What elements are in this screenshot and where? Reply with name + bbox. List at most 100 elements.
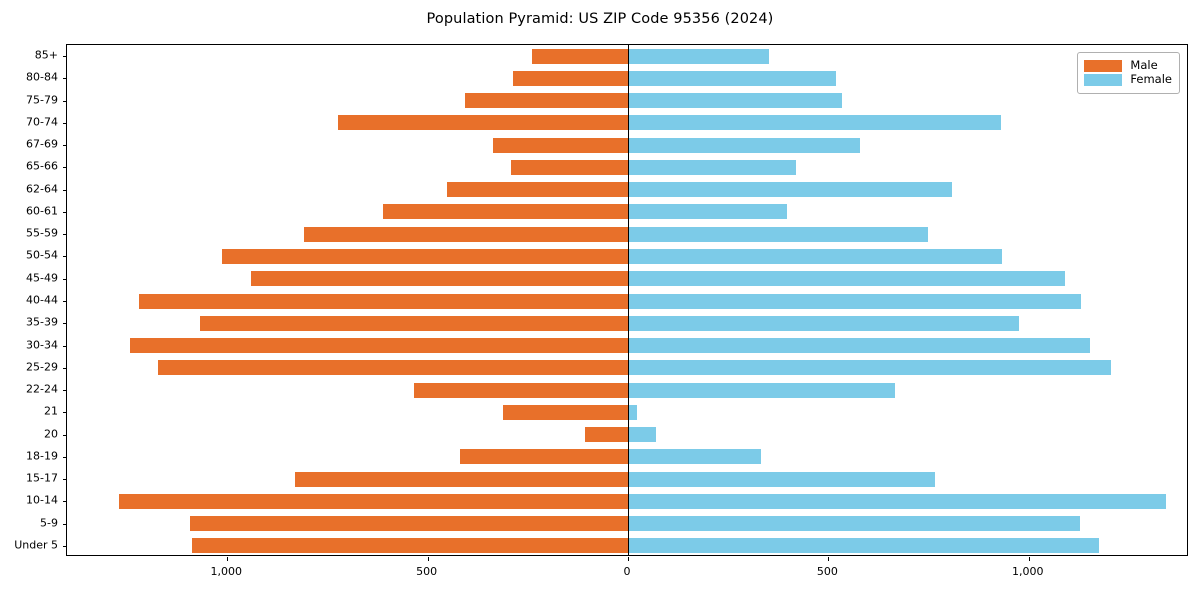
y-tick-label: 15-17 (26, 471, 58, 485)
y-tick-mark (63, 523, 67, 525)
y-tick-label: 5-9 (40, 516, 58, 530)
y-tick-label: Under 5 (14, 538, 58, 552)
bar-male (250, 271, 628, 287)
y-tick-label: 30-34 (26, 338, 58, 352)
legend-item[interactable]: Female (1084, 74, 1172, 86)
y-tick-label: 22-24 (26, 382, 58, 396)
y-tick-label: 40-44 (26, 293, 58, 307)
y-tick-label: 55-59 (26, 226, 58, 240)
bar-female (628, 315, 1020, 331)
bar-male (511, 159, 628, 175)
y-tick-label: 75-79 (26, 93, 58, 107)
y-tick-mark (63, 479, 67, 481)
bar-female (628, 70, 837, 86)
x-tick-label: 1,000 (210, 565, 243, 578)
y-tick-mark (63, 345, 67, 347)
bar-female (628, 137, 861, 153)
bar-male (190, 516, 628, 532)
legend-item[interactable]: Male (1084, 60, 1172, 72)
y-tick-label: 10-14 (26, 493, 58, 507)
y-tick-mark (63, 122, 67, 124)
bar-male (222, 248, 628, 264)
x-tick-label: 500 (416, 565, 438, 578)
y-tick-label: 85+ (34, 48, 58, 62)
y-tick-mark (63, 545, 67, 547)
chart-title: Population Pyramid: US ZIP Code 95356 (2… (426, 11, 774, 27)
y-tick-mark (63, 167, 67, 169)
bar-female (628, 338, 1091, 354)
y-tick-mark (63, 256, 67, 258)
y-tick-label: 70-74 (26, 115, 58, 129)
y-tick-label: 25-29 (26, 360, 58, 374)
bar-female (628, 493, 1166, 509)
bar-female (628, 360, 1112, 376)
legend-swatch-icon (1084, 60, 1123, 72)
bar-male (459, 449, 628, 465)
bar-female (628, 204, 788, 220)
bar-male (295, 471, 628, 487)
y-tick-mark (63, 78, 67, 80)
bar-male (464, 93, 628, 109)
y-tick-label: 80-84 (26, 70, 58, 84)
bar-female (628, 427, 657, 443)
bar-female (628, 449, 762, 465)
bar-male (119, 493, 628, 509)
bar-male (492, 137, 628, 153)
x-tick-mark (828, 557, 830, 561)
x-tick-label: 0 (623, 565, 631, 578)
legend-swatch-icon (1084, 74, 1123, 86)
x-tick-label: 500 (816, 565, 838, 578)
bar-female (628, 516, 1080, 532)
bar-male (200, 315, 628, 331)
legend-label: Female (1130, 72, 1172, 87)
bar-female (628, 293, 1081, 309)
y-tick-mark (63, 412, 67, 414)
bar-female (628, 115, 1002, 131)
y-tick-mark (63, 323, 67, 325)
bar-female (628, 226, 929, 242)
bar-male (337, 115, 628, 131)
bar-male (413, 382, 628, 398)
bar-male (584, 427, 628, 443)
bar-male (512, 70, 628, 86)
y-tick-mark (63, 100, 67, 102)
bar-female (628, 182, 953, 198)
bar-female (628, 471, 935, 487)
y-tick-mark (63, 145, 67, 147)
bar-female (628, 248, 1003, 264)
y-tick-mark (63, 211, 67, 213)
x-tick-mark (427, 557, 429, 561)
bar-male (130, 338, 628, 354)
y-tick-mark (63, 189, 67, 191)
bar-male (157, 360, 628, 376)
y-tick-mark (63, 390, 67, 392)
y-tick-label: 62-64 (26, 182, 58, 196)
x-tick-mark (227, 557, 229, 561)
y-tick-label: 65-66 (26, 159, 58, 173)
bar-female (628, 271, 1065, 287)
legend: Male Female (1077, 52, 1180, 94)
y-tick-label: 21 (44, 404, 58, 418)
x-tick-label: 1,000 (1011, 565, 1044, 578)
bar-male (303, 226, 628, 242)
x-tick-mark (1028, 557, 1030, 561)
y-tick-label: 18-19 (26, 449, 58, 463)
y-tick-label: 67-69 (26, 137, 58, 151)
y-tick-mark (63, 434, 67, 436)
bar-male (446, 182, 628, 198)
x-tick-mark (628, 557, 629, 561)
legend-label: Male (1130, 58, 1158, 73)
y-tick-mark (63, 56, 67, 58)
bar-male (383, 204, 628, 220)
plot-area: Male Female (63, 44, 1188, 561)
bar-female (628, 404, 638, 420)
bar-female (628, 93, 843, 109)
y-tick-label: 20 (44, 427, 58, 441)
y-tick-label: 60-61 (26, 204, 58, 218)
y-tick-mark (63, 456, 67, 458)
y-tick-label: 35-39 (26, 315, 58, 329)
plot-inner (63, 45, 1187, 561)
y-tick-mark (63, 501, 67, 503)
y-tick-mark (63, 234, 67, 236)
